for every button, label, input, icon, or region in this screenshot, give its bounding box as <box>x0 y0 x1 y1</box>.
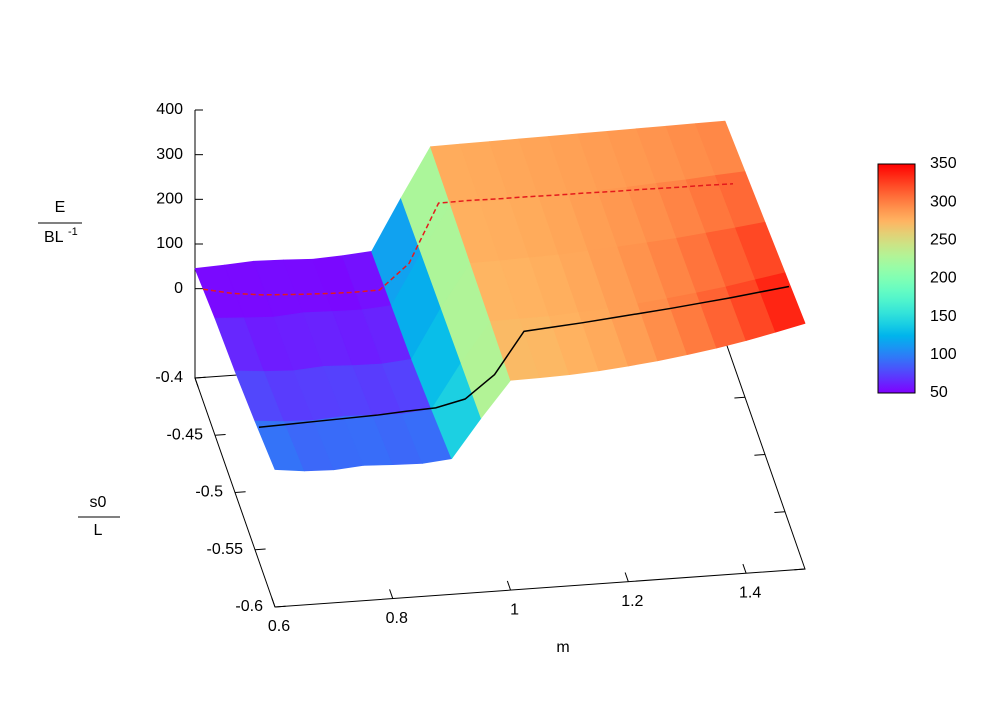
y-tick <box>734 396 746 399</box>
z-tick-label: 0 <box>174 280 183 297</box>
x-tick-label: 1 <box>510 601 519 618</box>
z-axis-label-numerator: E <box>55 199 66 216</box>
x-tick-label: 0.6 <box>268 618 290 635</box>
curves <box>202 183 790 428</box>
y-tick <box>794 568 806 571</box>
colorbar-tick-label: 200 <box>930 270 957 287</box>
y-tick <box>234 491 246 493</box>
y-tick <box>194 376 206 379</box>
x-tick-label: 0.8 <box>386 610 408 627</box>
colorbar <box>877 163 916 394</box>
z-axis-label-denominator: BL <box>44 229 64 246</box>
y-tick <box>214 433 226 436</box>
colorbar-tick-label: 250 <box>930 232 957 249</box>
x-tick <box>624 572 629 582</box>
colorbar-tick-label: 150 <box>930 308 957 325</box>
x-tick <box>742 563 747 574</box>
surface <box>194 120 806 472</box>
colorbar-tick-label: 300 <box>930 193 957 210</box>
curve <box>202 183 734 296</box>
z-tick-label: 100 <box>156 235 183 252</box>
y-tick-label: -0.6 <box>235 598 263 615</box>
x-tick-label: 1.4 <box>739 584 761 601</box>
z-tick-label: 400 <box>156 101 183 118</box>
z-tick-label: 300 <box>156 146 183 163</box>
x-tick <box>194 377 199 388</box>
curve <box>258 285 790 428</box>
labels: 0 100 200 300 400 0.6 0.8 1 1.2 1.4 -0.4 -0.45 -0.5 -… <box>155 101 956 635</box>
y-axis-label-denominator: L <box>94 522 103 539</box>
y-tick-label: -0.45 <box>167 426 204 443</box>
colorbar-tick-label: 50 <box>930 384 948 401</box>
y-axis-label-numerator: s0 <box>90 494 107 511</box>
surface-patch <box>755 272 806 333</box>
colorbar-tick-label: 100 <box>930 346 957 363</box>
x-tick <box>506 580 512 591</box>
z-tick-label: 200 <box>156 191 183 208</box>
y-tick <box>254 548 266 551</box>
z-axis-label-exponent: -1 <box>68 226 78 238</box>
x-tick <box>389 589 394 599</box>
y-tick <box>754 454 766 456</box>
x-tick-label: 1.2 <box>621 593 643 610</box>
y-tick-label: -0.55 <box>207 541 244 558</box>
x-axis-label: m <box>556 639 569 656</box>
y-tick-label: -0.5 <box>195 484 223 501</box>
y-tick <box>774 511 786 514</box>
y-tick <box>274 605 286 608</box>
x-tick <box>271 597 276 608</box>
colorbar-tick-label: 350 <box>930 155 957 172</box>
y-tick-label: -0.4 <box>155 369 183 386</box>
